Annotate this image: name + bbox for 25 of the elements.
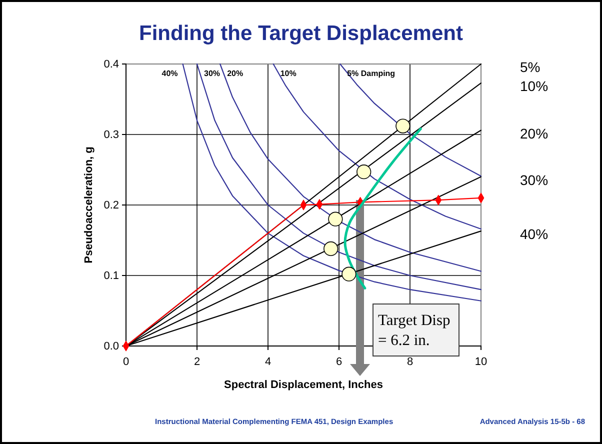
x-tick-label: 4 (264, 356, 272, 368)
x-axis-title: Spectral Displacement, Inches (224, 379, 383, 391)
text: 40% (520, 226, 548, 242)
series-label: 40% (162, 69, 178, 78)
y-tick-label: 0.3 (104, 129, 119, 142)
annotation: Target Disp = 6.2 in. (378, 312, 450, 349)
text: 30% (520, 172, 548, 188)
y-tick-label: 0.0 (104, 340, 119, 353)
y-tick-label: 0.1 (104, 270, 119, 282)
chart-title: Finding the Target Displacement (139, 22, 463, 45)
x-tick-label: 8 (406, 356, 414, 368)
series-label: 30% (204, 69, 220, 78)
series-label: 5% Damping (347, 69, 396, 78)
x-tick-label: 10 (474, 356, 488, 368)
y-tick-label: 0.4 (104, 58, 119, 71)
x-tick-label: 6 (336, 356, 342, 368)
text: 5% (520, 59, 540, 75)
text: 20% (520, 125, 548, 142)
x-tick-label: 2 (194, 356, 200, 368)
text: 10% (520, 78, 548, 94)
series-label: 20% (227, 69, 244, 78)
series-label: 10% (280, 69, 296, 78)
y-axis-title: Pseudoacceleration, g (83, 146, 95, 264)
x-tick-label: 0 (122, 356, 130, 368)
y-tick-label: 0.2 (104, 200, 119, 212)
